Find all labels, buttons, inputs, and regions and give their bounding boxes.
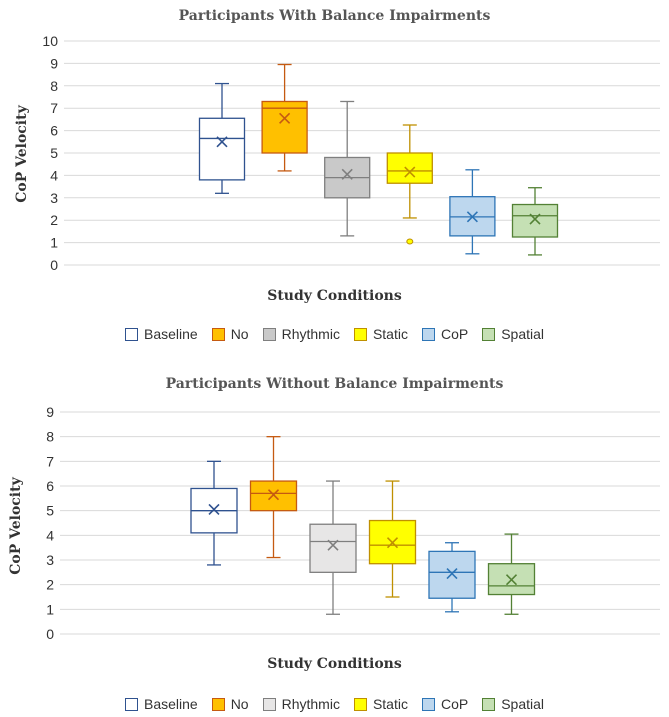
box-spatial — [511, 187, 559, 256]
mean-marker — [267, 489, 280, 501]
y-tick-label: 2 — [50, 212, 58, 228]
legend-swatch — [211, 697, 225, 711]
legend-swatch — [124, 697, 138, 711]
iqr-box — [511, 203, 559, 238]
legend-swatch — [262, 697, 276, 711]
y-tick-label: 7 — [50, 100, 58, 116]
legend-label: Baseline — [143, 326, 198, 342]
chart-title: Participants With Balance Impairments — [178, 8, 491, 24]
legend-label: No — [230, 696, 249, 712]
legend-label: Static — [372, 326, 408, 342]
y-tick-label: 10 — [42, 33, 58, 49]
box-baseline — [198, 82, 246, 194]
y-tick-label: 9 — [46, 404, 54, 420]
legend: Baseline No Rhythmic Static CoP Spatial — [0, 326, 669, 342]
iqr-box — [249, 480, 298, 512]
y-tick-label: 5 — [50, 145, 58, 161]
legend-item-cop: CoP — [421, 326, 469, 342]
legend-item-baseline: Baseline — [124, 696, 198, 712]
legend-label: No — [230, 326, 249, 342]
y-tick-label: 0 — [50, 257, 58, 273]
legend-label: Baseline — [143, 696, 198, 712]
iqr-box — [428, 550, 476, 599]
mean-marker — [466, 211, 478, 223]
x-axis-label: Study Conditions — [267, 656, 402, 672]
mean-marker — [386, 537, 399, 549]
chart-title: Participants Without Balance Impairments — [165, 376, 504, 392]
mean-marker — [404, 166, 416, 178]
iqr-box — [198, 117, 246, 181]
legend-swatch — [421, 697, 435, 711]
box-cop — [449, 169, 496, 255]
box-no — [249, 436, 298, 559]
legend-swatch — [482, 327, 496, 341]
legend-item-spatial: Spatial — [482, 696, 544, 712]
box-static — [386, 124, 433, 245]
mean-marker — [279, 112, 291, 124]
mean-marker — [341, 168, 353, 180]
legend-swatch — [482, 697, 496, 711]
legend: Baseline No Rhythmic Static CoP Spatial — [0, 696, 669, 712]
mean-marker — [208, 503, 220, 515]
legend-item-rhythmic: Rhythmic — [262, 326, 340, 342]
y-tick-label: 1 — [46, 601, 54, 617]
y-tick-label: 6 — [46, 478, 54, 494]
plot-area: 0 1 2 3 4 5 6 7 8 9 10 — [42, 33, 660, 273]
box-rhythmic — [309, 480, 357, 615]
legend-item-no: No — [211, 326, 249, 342]
legend-item-no: No — [211, 696, 249, 712]
legend-swatch — [421, 327, 435, 341]
mean-marker — [446, 568, 458, 580]
chart-without-impairments: Participants Without Balance Impairments… — [0, 372, 669, 717]
legend-label: Spatial — [501, 696, 545, 712]
mean-marker — [327, 539, 339, 551]
legend-swatch — [262, 327, 276, 341]
box-cop — [428, 542, 476, 613]
legend-label: Rhythmic — [281, 696, 340, 712]
y-tick-label: 3 — [50, 190, 58, 206]
y-tick-label: 7 — [46, 453, 54, 469]
y-tick-label: 3 — [46, 552, 54, 568]
y-tick-label: 5 — [46, 503, 54, 519]
y-tick-label: 0 — [46, 626, 54, 642]
legend-item-spatial: Spatial — [482, 326, 544, 342]
y-tick-label: 4 — [46, 527, 54, 543]
y-tick-label: 9 — [50, 55, 58, 71]
legend-label: CoP — [440, 326, 469, 342]
iqr-box — [386, 152, 433, 184]
box-static — [368, 480, 417, 598]
mean-marker — [216, 136, 228, 148]
legend-label: Spatial — [501, 326, 545, 342]
legend-swatch — [124, 327, 138, 341]
box-baseline — [190, 460, 238, 566]
chart-with-impairments: Participants With Balance Impairments Co… — [0, 8, 669, 342]
legend-swatch — [353, 697, 367, 711]
box-rhythmic — [324, 100, 371, 237]
y-tick-label: 8 — [50, 78, 58, 94]
y-tick-label: 2 — [46, 577, 54, 593]
y-tick-label: 6 — [50, 123, 58, 139]
legend-item-rhythmic: Rhythmic — [262, 696, 340, 712]
iqr-box — [309, 523, 357, 573]
legend-item-baseline: Baseline — [124, 326, 198, 342]
legend-swatch — [353, 327, 367, 341]
outlier-point — [406, 238, 414, 245]
y-tick-label: 8 — [46, 429, 54, 445]
plot-area: 0 1 2 3 4 5 6 7 8 9 — [46, 404, 660, 642]
y-tick-label: 1 — [50, 235, 58, 251]
box-no — [261, 63, 308, 172]
legend-label: Static — [372, 696, 408, 712]
x-axis-label: Study Conditions — [267, 288, 402, 304]
legend-item-static: Static — [353, 696, 408, 712]
legend-item-cop: CoP — [421, 696, 469, 712]
y-tick-label: 4 — [50, 167, 58, 183]
mean-marker — [505, 574, 518, 586]
legend-label: Rhythmic — [281, 326, 340, 342]
legend-item-static: Static — [353, 326, 408, 342]
box-spatial — [487, 533, 536, 615]
legend-swatch — [211, 327, 225, 341]
mean-marker — [529, 213, 541, 225]
legend-label: CoP — [440, 696, 469, 712]
iqr-box — [261, 100, 308, 154]
